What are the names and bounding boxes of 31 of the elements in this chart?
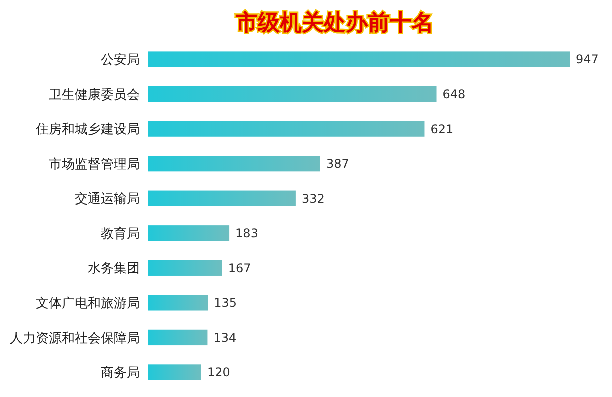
bar xyxy=(148,226,230,242)
data-label: 648 xyxy=(442,87,466,102)
bar xyxy=(148,260,222,276)
data-label: 183 xyxy=(236,226,258,241)
bar xyxy=(148,121,425,137)
bar xyxy=(148,52,570,68)
bar xyxy=(148,190,296,206)
data-label: 167 xyxy=(228,261,252,276)
y-tick-label: 公安局 xyxy=(101,52,140,68)
data-label: 387 xyxy=(326,157,350,172)
y-tick-label: 教育局 xyxy=(101,226,140,242)
bar xyxy=(148,156,320,172)
data-label: 332 xyxy=(302,192,325,206)
y-tick-label: 水务集团 xyxy=(88,262,140,277)
bar xyxy=(148,330,208,346)
bar xyxy=(148,364,202,380)
bar xyxy=(148,86,437,102)
y-tick-label: 市场监督管理局 xyxy=(49,157,140,172)
y-tick-label: 卫生健康委员会 xyxy=(49,88,140,103)
chart-title: 市级机关处办前十名 xyxy=(235,10,434,36)
y-tick-label: 人力资源和社会保障局 xyxy=(10,331,140,346)
y-tick-label: 交通运输局 xyxy=(75,191,140,208)
data-label: 621 xyxy=(430,122,454,136)
data-label: 135 xyxy=(214,296,238,310)
data-label: 134 xyxy=(214,330,237,345)
y-tick-label: 住房和城乡建设局 xyxy=(35,122,140,138)
data-label: 120 xyxy=(207,366,230,380)
y-tick-label: 文体广电和旅游局 xyxy=(36,296,140,312)
data-label: 947 xyxy=(576,52,599,67)
y-tick-label: 商务局 xyxy=(101,366,140,382)
bar xyxy=(148,295,208,311)
